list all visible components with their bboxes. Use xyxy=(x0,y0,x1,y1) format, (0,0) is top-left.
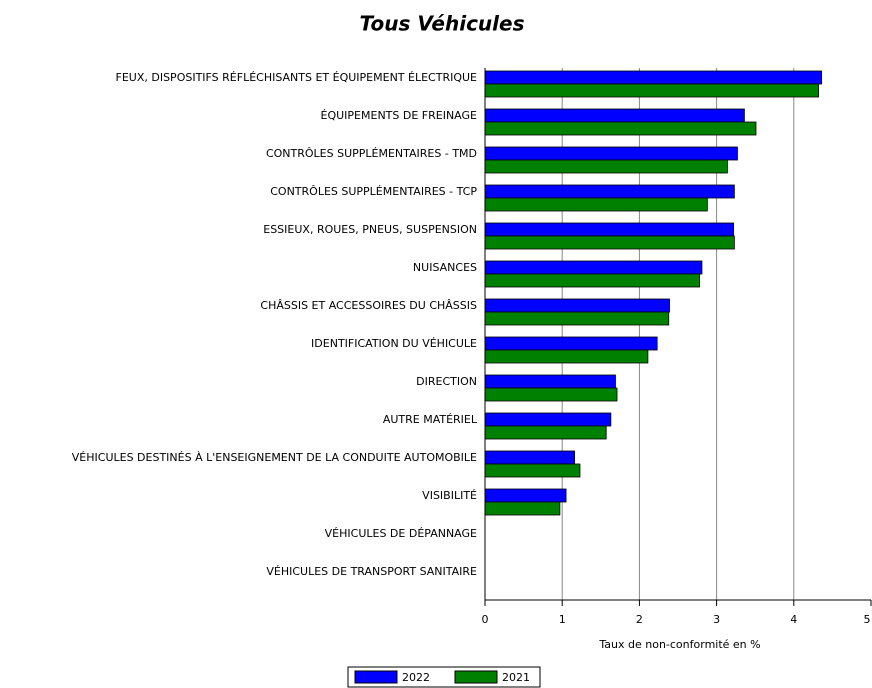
y-tick-label: AUTRE MATÉRIEL xyxy=(383,413,478,426)
bar xyxy=(484,374,616,389)
bar xyxy=(484,463,581,478)
bar xyxy=(484,108,745,123)
bar xyxy=(484,273,701,288)
legend-label: 2021 xyxy=(502,671,530,684)
x-tick-label: 4 xyxy=(790,613,797,626)
y-tick-label: VÉHICULES DESTINÉS À L'ENSEIGNEMENT DE L… xyxy=(72,451,477,464)
bar xyxy=(484,222,734,237)
y-tick-label: CHÂSSIS ET ACCESSOIRES DU CHÂSSIS xyxy=(260,299,477,312)
bar xyxy=(484,501,561,516)
y-tick-label: DIRECTION xyxy=(416,375,477,388)
bar xyxy=(484,488,567,503)
legend-swatch xyxy=(354,670,398,684)
bar xyxy=(484,387,618,402)
y-tick-label: CONTRÔLES SUPPLÉMENTAIRES - TCP xyxy=(270,185,477,198)
bar xyxy=(484,336,658,351)
y-tick-label: FEUX, DISPOSITIFS RÉFLÉCHISANTS ET ÉQUIP… xyxy=(116,71,478,84)
x-axis-label: Taux de non-conformité en % xyxy=(598,638,760,651)
y-tick-label: VÉHICULES DE DÉPANNAGE xyxy=(325,527,477,540)
bar xyxy=(484,298,670,313)
y-tick-label: NUISANCES xyxy=(413,261,477,274)
bar xyxy=(484,235,735,250)
bar xyxy=(484,260,703,275)
bar xyxy=(484,311,670,326)
bar xyxy=(484,159,728,174)
bar xyxy=(484,121,757,136)
y-tick-label: CONTRÔLES SUPPLÉMENTAIRES - TMD xyxy=(266,147,477,160)
bar xyxy=(484,83,819,98)
bar xyxy=(484,450,575,465)
legend-label: 2022 xyxy=(402,671,430,684)
y-tick-label: ÉQUIPEMENTS DE FREINAGE xyxy=(321,109,478,122)
x-tick-label: 3 xyxy=(713,613,720,626)
bar xyxy=(484,197,708,212)
bar xyxy=(484,70,822,85)
y-tick-label: IDENTIFICATION DU VÉHICULE xyxy=(311,337,477,350)
x-tick-label: 1 xyxy=(559,613,566,626)
bar xyxy=(484,146,738,161)
x-tick-label: 2 xyxy=(636,613,643,626)
x-tick-label: 5 xyxy=(864,613,871,626)
y-tick-label: VISIBILITÉ xyxy=(422,489,477,502)
bar xyxy=(484,184,735,199)
x-tick-label: 0 xyxy=(482,613,489,626)
chart-title: Tous Véhicules xyxy=(359,12,524,36)
y-tick-label: ESSIEUX, ROUES, PNEUS, SUSPENSION xyxy=(263,223,477,236)
bar xyxy=(484,412,612,427)
bar xyxy=(484,349,649,364)
legend-swatch xyxy=(454,670,498,684)
bar xyxy=(484,425,607,440)
y-tick-label: VÉHICULES DE TRANSPORT SANITAIRE xyxy=(266,565,477,578)
legend-box xyxy=(347,666,541,688)
